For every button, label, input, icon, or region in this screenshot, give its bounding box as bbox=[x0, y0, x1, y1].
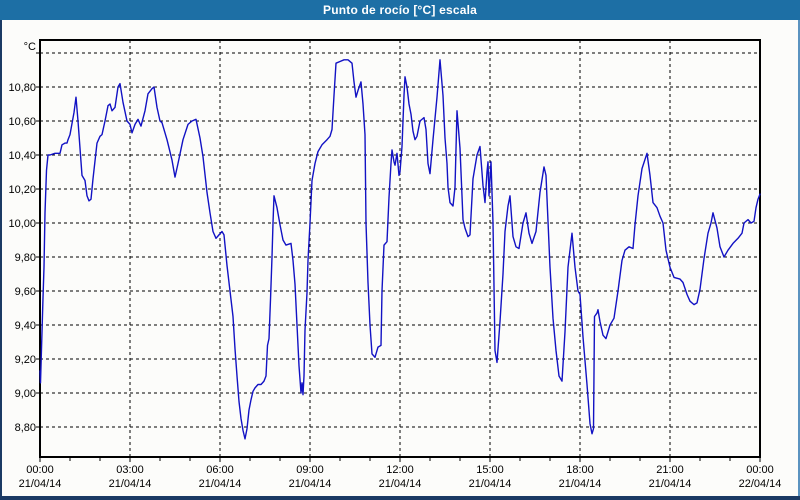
x-tick-time-label: 18:00 bbox=[566, 464, 594, 476]
y-tick-label: 9,00 bbox=[15, 388, 36, 400]
x-tick-time-label: 15:00 bbox=[476, 464, 504, 476]
y-tick-label: 10,40 bbox=[8, 150, 36, 162]
x-tick-date-label: 22/04/14 bbox=[739, 478, 782, 490]
x-tick-time-label: 21:00 bbox=[656, 464, 684, 476]
y-tick-label: 9,20 bbox=[15, 354, 36, 366]
x-tick-time-label: 03:00 bbox=[116, 464, 144, 476]
x-tick-date-label: 21/04/14 bbox=[199, 478, 242, 490]
y-tick-label: 9,80 bbox=[15, 252, 36, 264]
x-tick-date-label: 21/04/14 bbox=[289, 478, 332, 490]
plot-frame bbox=[39, 39, 761, 458]
window-title: Punto de rocío [°C] escala bbox=[322, 3, 478, 17]
x-tick-time-label: 09:00 bbox=[296, 464, 324, 476]
window-border-bottom bbox=[0, 496, 800, 500]
x-tick-date-label: 21/04/14 bbox=[109, 478, 152, 490]
x-tick-date-label: 21/04/14 bbox=[469, 478, 512, 490]
x-tick-time-label: 00:00 bbox=[746, 464, 774, 476]
x-tick-time-label: 12:00 bbox=[386, 464, 414, 476]
x-tick-date-label: 21/04/14 bbox=[649, 478, 692, 490]
x-tick-time-label: 00:00 bbox=[26, 464, 54, 476]
x-tick-date-label: 21/04/14 bbox=[19, 478, 62, 490]
y-axis-unit-label: °C bbox=[24, 41, 36, 53]
y-tick-label: 9,40 bbox=[15, 320, 36, 332]
y-tick-label: 10,20 bbox=[8, 184, 36, 196]
y-tick-label: 10,00 bbox=[8, 218, 36, 230]
window-border-right bbox=[798, 20, 800, 500]
series-line bbox=[39, 59, 761, 440]
y-tick-label: 10,80 bbox=[8, 82, 36, 94]
y-tick-label: 9,60 bbox=[15, 286, 36, 298]
x-tick-date-label: 21/04/14 bbox=[379, 478, 422, 490]
x-tick-date-label: 21/04/14 bbox=[559, 478, 602, 490]
window-border-left bbox=[0, 20, 2, 500]
x-tick-time-label: 06:00 bbox=[206, 464, 234, 476]
y-tick-label: 10,60 bbox=[8, 116, 36, 128]
y-tick-label: 8,80 bbox=[15, 422, 36, 434]
title-bar: Punto de rocío [°C] escala bbox=[0, 0, 800, 20]
